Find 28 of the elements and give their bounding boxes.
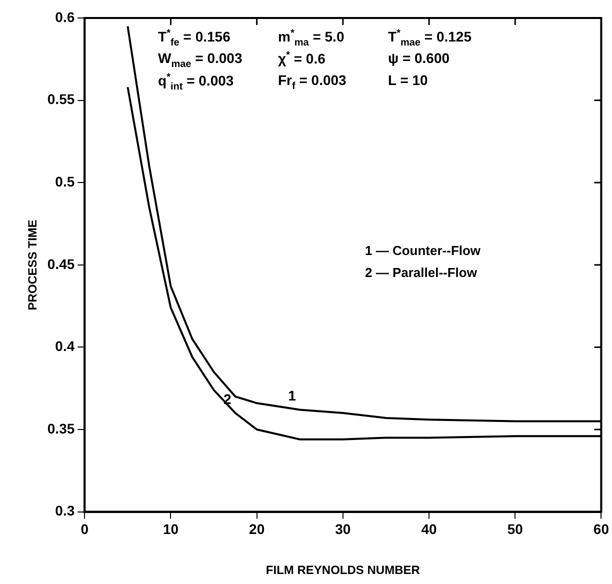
y-tick-label: 0.5 [55,173,75,190]
y-tick-label: 0.6 [55,8,75,25]
y-tick-label: 0.45 [47,256,75,272]
y-tick-label: 0.4 [55,338,75,354]
y-tick-label: 0.55 [47,91,75,108]
x-tick-label: 50 [507,521,524,538]
annotation: W$_{mae}$ = 0.003 [158,50,244,70]
y-tick-label: 0.3 [55,502,75,519]
annotation: Fr$_{f}$ = 0.003 [278,72,348,93]
annotation: 2 — Parallel--Flow [365,264,478,282]
annotation: m$^{*}$$_{ma}$ = 5.0 [278,28,346,48]
x-axis-title: FILM REYNOLDS NUMBER [266,563,420,578]
x-tick-label: 30 [335,521,351,538]
annotation: 1 — Counter--Flow [365,242,481,260]
x-tick-label: 60 [593,521,610,538]
x-tick-label: 20 [249,521,265,538]
annotation: T$^{*}$$_{fe}$ = 0.156 [158,28,232,48]
annotation: T$^{*}$$_{mae}$ = 0.125 [388,28,472,48]
x-tick-label: 0 [80,521,89,538]
x-tick-label: 40 [421,521,438,538]
y-axis-title: PROCESS TIME [26,220,40,310]
annotation: ψ = 0.600 [388,50,451,68]
annotation: L = 10 [388,72,429,90]
annotation: q$^{*}$$_{int}$ = 0.003 [158,72,235,93]
x-tick-label: 10 [162,521,179,538]
annotation: χ$^{*}$ = 0.6 [278,50,326,70]
y-tick-label: 0.35 [47,420,75,436]
annotation: 1 [288,388,296,404]
